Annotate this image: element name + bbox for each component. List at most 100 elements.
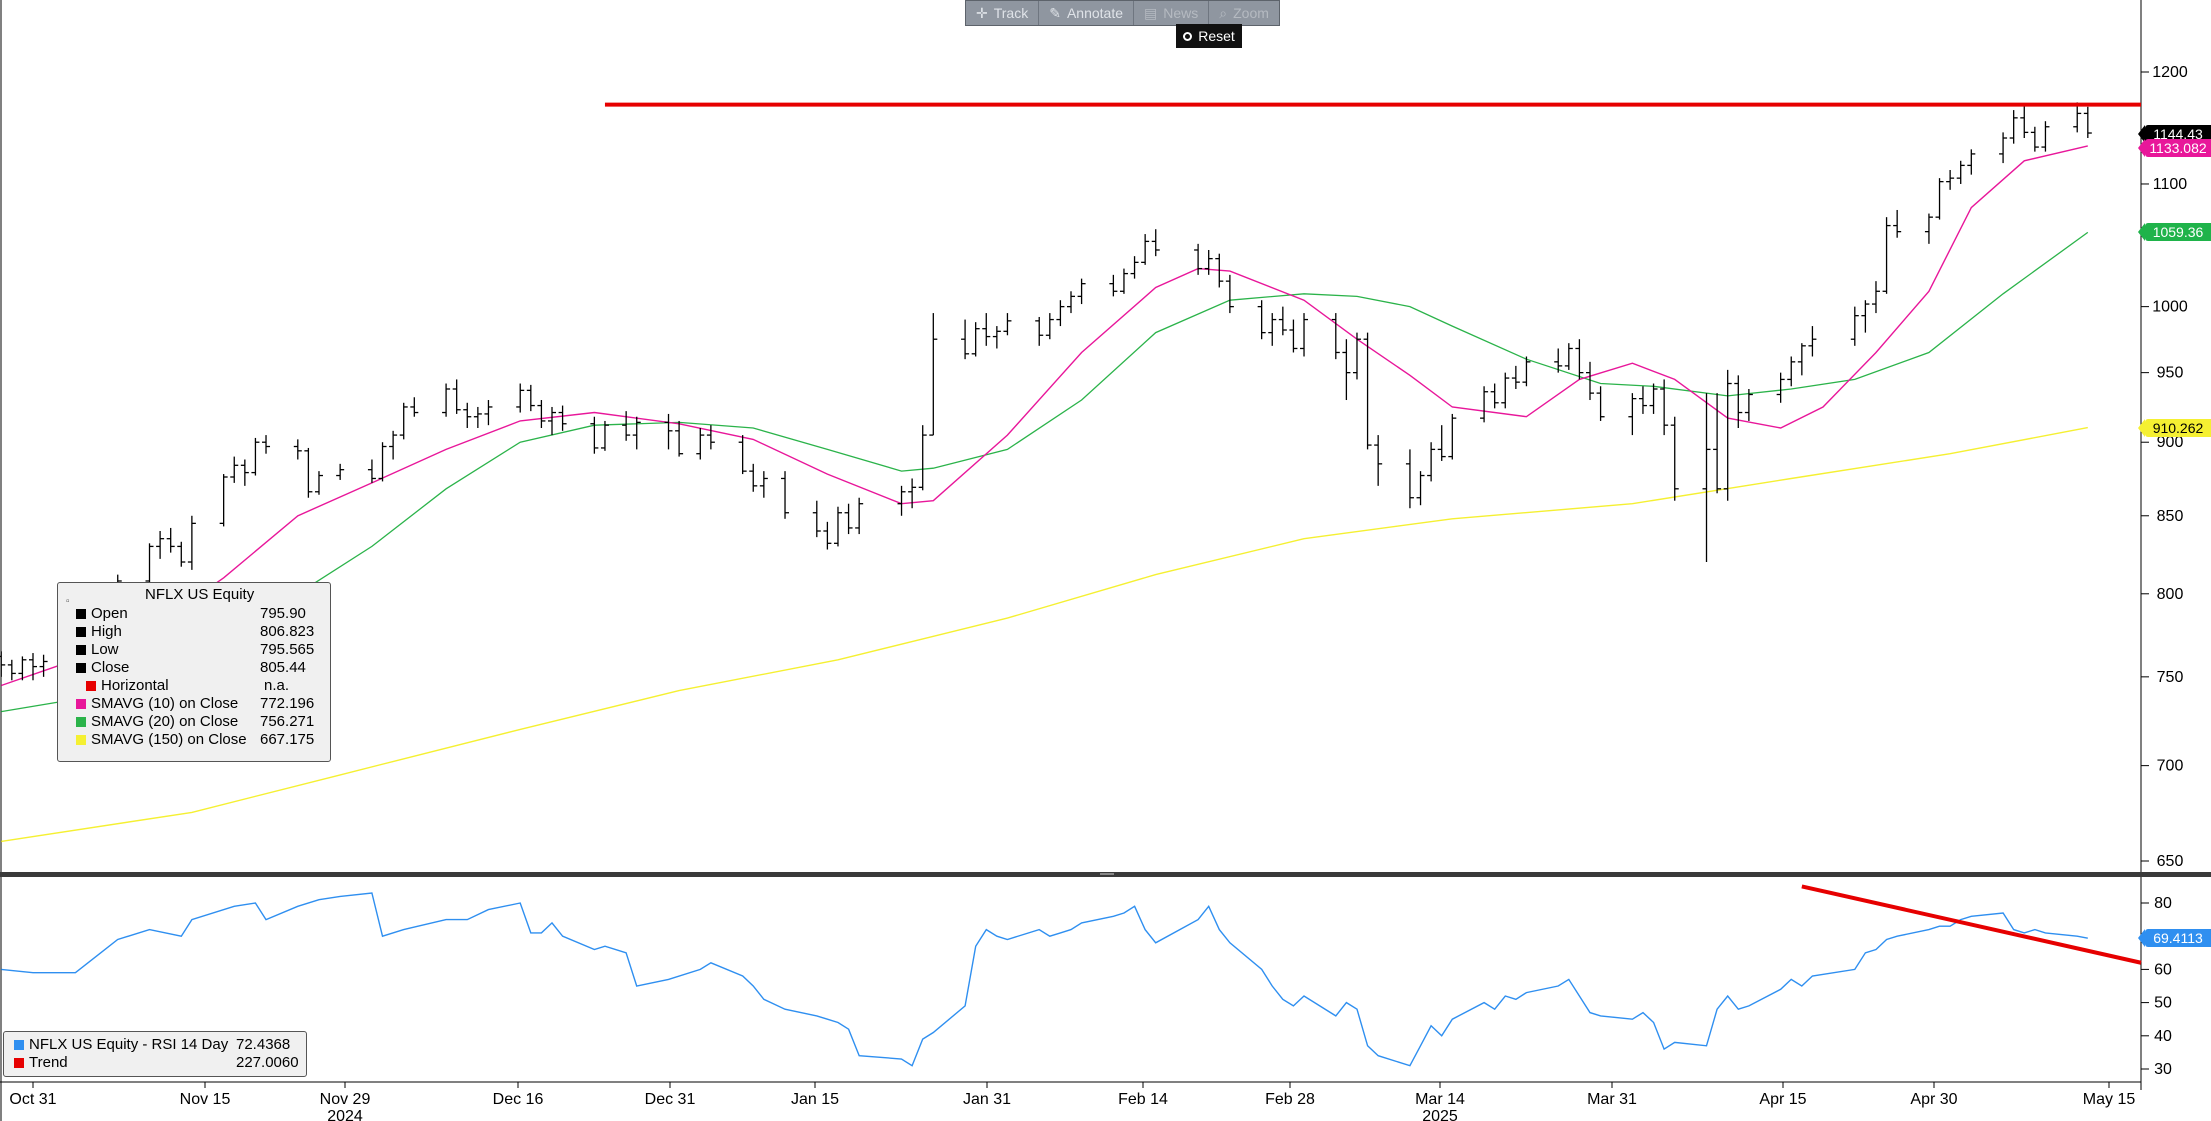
ohlc-bar	[177, 541, 186, 567]
ohlc-bar	[156, 531, 165, 559]
legend-swatch	[76, 717, 86, 727]
ohlc-bar	[1861, 300, 1870, 333]
ohlc-bar	[410, 397, 419, 417]
ohlc-bar	[1670, 416, 1679, 501]
ohlc-bar	[1437, 425, 1446, 461]
ohlc-bar	[1141, 234, 1150, 265]
legend-value: 795.565	[260, 641, 315, 658]
ohlc-bar	[336, 463, 345, 480]
ohlc-bar	[1204, 249, 1213, 275]
divider-handle-icon[interactable]	[1100, 873, 1114, 875]
ohlc-bar	[1035, 316, 1044, 346]
legend-value: 756.271	[260, 713, 315, 730]
x-tick-label: Dec 31	[645, 1091, 696, 1108]
legend-row: SMAVG (10) on Close 772.196	[76, 695, 322, 713]
ohlc-bar	[738, 435, 747, 475]
legend-value: n.a.	[264, 677, 290, 694]
annotate-label: Annotate	[1066, 5, 1124, 21]
ohlc-bar	[1797, 343, 1806, 376]
ohlc-bar	[2041, 121, 2050, 152]
legend-swatch	[76, 699, 86, 709]
x-tick-label: Apr 30	[1910, 1091, 1957, 1108]
ohlc-bar	[1713, 393, 1722, 494]
ohlc-bar	[187, 515, 196, 570]
ohlc-bar	[855, 497, 864, 535]
ohlc-bar	[2009, 110, 2018, 144]
ohlc-bar	[1077, 278, 1086, 305]
legend-value: 805.44	[260, 659, 306, 676]
ohlc-bar	[558, 405, 567, 431]
ohlc-bar	[696, 427, 705, 460]
ohlc-bar	[1119, 268, 1128, 294]
x-tick-label: Nov 15	[180, 1091, 231, 1108]
ohlc-bar	[781, 471, 790, 519]
ohlc-bar	[1808, 326, 1817, 357]
news-icon: ▤	[1144, 4, 1158, 21]
legend-value: 72.4368	[236, 1036, 291, 1053]
ohlc-bar	[1575, 339, 1584, 380]
legend-label: NFLX US Equity - RSI 14 Day	[29, 1036, 229, 1053]
ohlc-bar	[145, 543, 154, 586]
price-tick-label: 800	[2157, 586, 2184, 603]
ohlc-bar	[1342, 339, 1351, 401]
track-button[interactable]: ✛ Track	[966, 1, 1040, 25]
legend-label: Trend	[29, 1054, 68, 1071]
ohlc-bar	[823, 521, 832, 550]
ohlc-bar	[1374, 435, 1383, 486]
ohlc-bar	[2083, 106, 2092, 139]
rsi-trend-line[interactable]	[1801, 884, 2142, 965]
ohlc-bar	[1554, 348, 1563, 373]
legend-label: SMAVG (150) on Close	[91, 731, 247, 748]
zoom-label: Zoom	[1233, 5, 1269, 21]
price-badge: 1133.082	[2138, 139, 2211, 157]
reset-icon	[1183, 31, 1193, 41]
ohlc-bar	[833, 506, 842, 547]
ohlc-bar	[1352, 332, 1361, 380]
legend-label: High	[91, 623, 122, 640]
legend-title: NFLX US Equity	[145, 586, 255, 603]
ohlc-bar	[675, 420, 684, 457]
legend-value: 795.90	[260, 605, 306, 622]
legend-row: Close 805.44	[76, 659, 322, 677]
zoom-button[interactable]: ⌕ Zoom	[1209, 1, 1279, 25]
news-button[interactable]: ▤ News	[1134, 1, 1210, 25]
ohlc-bar	[463, 402, 472, 428]
axes-layer: 650 700 750 800 850 900 950 1000 1100 1200 30 40 50 6…	[0, 64, 2188, 1121]
annotate-button[interactable]: ✎ Annotate	[1039, 1, 1135, 25]
legend-label: Open	[91, 605, 128, 622]
price-tick-label: 700	[2157, 758, 2184, 775]
ohlc-bar	[706, 425, 715, 450]
ohlc-bar	[992, 326, 1001, 349]
legend-value: 806.823	[260, 623, 315, 640]
ohlc-bar	[537, 400, 546, 428]
ohlc-bar	[1045, 313, 1054, 340]
ohlc-bar	[1586, 361, 1594, 401]
rsi-line	[1, 892, 2088, 1067]
rsi-tick-label: 30	[2154, 1061, 2172, 1078]
ohlc-bar	[2020, 104, 2029, 139]
ohlc-bar	[1257, 300, 1266, 340]
legend-row: SMAVG (150) on Close 667.175	[76, 731, 322, 749]
legend-row: Trend 227.0060	[14, 1054, 299, 1072]
reset-button[interactable]: Reset	[1176, 24, 1242, 48]
ohlc-bar	[1871, 281, 1880, 314]
rsi-legend[interactable]: NFLX US Equity - RSI 14 Day 72.4368 Trend 2…	[3, 1031, 307, 1077]
ohlc-bar	[961, 319, 970, 360]
price-legend[interactable]: ▫ NFLX US Equity Open 795.90 High 806.823 Lo…	[57, 582, 331, 762]
pencil-icon: ✎	[1049, 4, 1061, 21]
legend-row: Horizontal n.a.	[76, 677, 322, 695]
ohlc-bar	[1638, 386, 1647, 414]
ohlc-bar	[526, 384, 535, 412]
ohlc-bar	[664, 413, 673, 450]
ohlc-bar	[1511, 365, 1520, 389]
ohlc-bar	[548, 406, 556, 436]
legend-collapse-icon[interactable]: ▫	[66, 596, 70, 607]
legend-row: SMAVG (20) on Close 756.271	[76, 713, 322, 731]
price-tick-label: 650	[2157, 853, 2184, 870]
ohlc-bar	[251, 437, 260, 476]
chart-toolbar: ✛ Track ✎ Annotate ▤ News ⌕ Zoom	[965, 0, 1280, 26]
ohlc-bar	[304, 447, 313, 498]
ohlc-bar	[1924, 213, 1933, 244]
